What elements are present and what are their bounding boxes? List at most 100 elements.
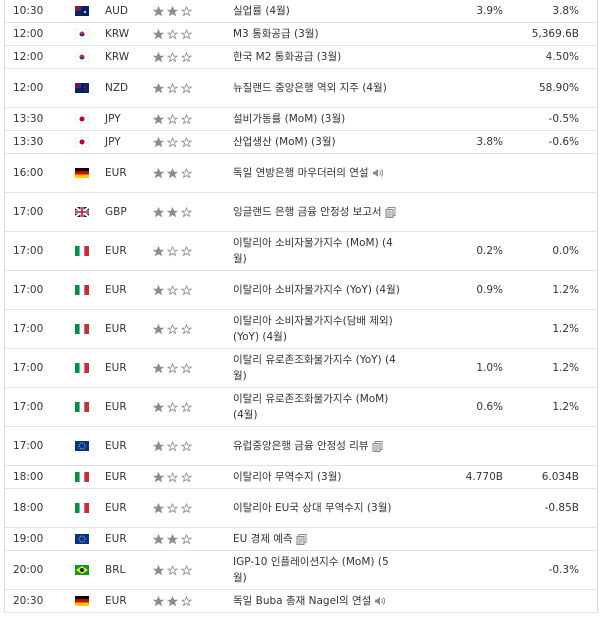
event-name: 한국 M2 통화공급 (3월) [229, 46, 401, 68]
time: 17:00 [13, 206, 44, 218]
event-text: 산업생산 (MoM) (3월) [233, 136, 336, 148]
importance-stars [147, 206, 229, 218]
event-row: 20:00 BRL IGP-10 인플레이션지수 (MoM) (5월) -0.3% [5, 551, 597, 590]
event-name: 이탈리 유로존조화물가지수 (YoY) (4월) [229, 349, 401, 387]
time: 10:30 [13, 5, 44, 17]
country-flag [63, 137, 101, 147]
currency: EUR [105, 471, 127, 483]
country-flag [63, 29, 101, 39]
country-flag [63, 114, 101, 124]
currency: BRL [105, 564, 126, 576]
country-flag [63, 207, 101, 217]
time: 17:00 [13, 245, 44, 257]
forecast: 3.8% [476, 136, 503, 148]
currency: EUR [105, 440, 127, 452]
event-name: M3 통화공급 (3월) [229, 23, 401, 45]
currency: EUR [105, 284, 127, 296]
event-row: 12:00 KRW M3 통화공급 (3월) 5,369.6B [5, 23, 597, 46]
country-flag [63, 285, 101, 295]
currency: KRW [105, 51, 130, 63]
country-flag [63, 596, 101, 606]
event-text: M3 통화공급 (3월) [233, 28, 319, 40]
event-row: 17:00 EUR 이탈리아 소비자물가지수(담배 제외) (YoY) (4월) 1.… [5, 310, 597, 349]
event-row: 17:00 EUR 이탈리 유로존조화물가지수 (MoM) (4월) 0.6% 1.2% [5, 388, 597, 427]
event-name: 설비가동률 (MoM) (3월) [229, 108, 401, 130]
importance-stars [147, 595, 229, 607]
currency: EUR [105, 401, 127, 413]
event-text: 설비가동률 (MoM) (3월) [233, 113, 346, 125]
currency: NZD [105, 82, 129, 94]
event-text: 유럽중앙은행 금융 안정성 리뷰 [233, 440, 369, 452]
currency: JPY [105, 136, 121, 148]
event-text: 독일 Buba 총재 Nagel의 연설 [233, 595, 372, 607]
currency: AUD [105, 5, 128, 17]
time: 17:00 [13, 362, 44, 374]
forecast: 0.9% [476, 284, 503, 296]
event-text: 이탈리아 EU국 상대 무역수지 (3월) [233, 502, 392, 514]
event-name: 이탈리아 소비자물가지수 (YoY) (4월) [229, 279, 401, 301]
event-name: EU 경제 예측 [229, 528, 401, 550]
currency: EUR [105, 595, 127, 607]
country-flag [63, 6, 101, 16]
importance-stars [147, 401, 229, 413]
importance-stars [147, 51, 229, 63]
country-flag [63, 402, 101, 412]
country-flag [63, 246, 101, 256]
event-name: 산업생산 (MoM) (3월) [229, 131, 401, 153]
event-name: 실업률 (4월) [229, 0, 401, 22]
previous: 4.50% [545, 51, 579, 63]
event-row: 10:30 AUD 실업률 (4월) 3.9% 3.8% [5, 0, 597, 23]
event-row: 12:00 KRW 한국 M2 통화공급 (3월) 4.50% [5, 46, 597, 69]
forecast: 1.0% [476, 362, 503, 374]
event-name: 독일 Buba 총재 Nagel의 연설 [229, 590, 401, 612]
currency: KRW [105, 28, 130, 40]
event-row: 17:00 EUR 이탈리아 소비자물가지수 (YoY) (4월) 0.9% 1.2% [5, 271, 597, 310]
event-name: IGP-10 인플레이션지수 (MoM) (5월) [229, 551, 401, 589]
currency: JPY [105, 113, 121, 125]
event-text: 뉴질랜드 중앙은행 역외 지주 (4월) [233, 82, 387, 94]
event-text: 이탈리 유로존조화물가지수 (MoM) (4월) [233, 393, 389, 421]
event-name: 이탈리 유로존조화물가지수 (MoM) (4월) [229, 388, 401, 426]
event-row: 17:00 EUR 이탈리아 소비자물가지수 (MoM) (4월) 0.2% 0.0% [5, 232, 597, 271]
time: 12:00 [13, 51, 44, 63]
event-name: 잉글랜드 은행 금융 안정성 보고서 [229, 201, 401, 223]
importance-stars [147, 82, 229, 94]
event-row: 20:30 EUR 독일 Buba 총재 Nagel의 연설 [5, 590, 597, 613]
event-name: 독일 연방은행 마우더러의 연설 [229, 162, 401, 184]
previous: 1.2% [552, 362, 579, 374]
previous: -0.5% [548, 113, 579, 125]
event-row: 19:00 EUR EU 경제 예측 [5, 528, 597, 551]
importance-stars [147, 5, 229, 17]
country-flag [63, 534, 101, 544]
country-flag [63, 503, 101, 513]
importance-stars [147, 440, 229, 452]
forecast: 4.770B [465, 471, 503, 483]
previous: 1.2% [552, 323, 579, 335]
event-text: 이탈리 유로존조화물가지수 (YoY) (4월) [233, 354, 396, 382]
time: 17:00 [13, 401, 44, 413]
event-text: 잉글랜드 은행 금융 안정성 보고서 [233, 206, 382, 218]
previous: 58.90% [538, 82, 579, 94]
time: 16:00 [13, 167, 44, 179]
previous: 1.2% [552, 401, 579, 413]
time: 12:00 [13, 28, 44, 40]
event-text: IGP-10 인플레이션지수 (MoM) (5월) [233, 556, 389, 584]
event-name: 뉴질랜드 중앙은행 역외 지주 (4월) [229, 77, 401, 99]
previous: -0.3% [548, 564, 579, 576]
importance-stars [147, 28, 229, 40]
time: 20:00 [13, 564, 44, 576]
event-name: 이탈리아 EU국 상대 무역수지 (3월) [229, 497, 401, 519]
importance-stars [147, 362, 229, 374]
currency: EUR [105, 533, 127, 545]
event-text: 실업률 (4월) [233, 5, 290, 17]
currency: EUR [105, 245, 127, 257]
previous: 6.034B [541, 471, 579, 483]
event-row: 16:00 EUR 독일 연방은행 마우더러의 연설 [5, 154, 597, 193]
importance-stars [147, 564, 229, 576]
event-text: 한국 M2 통화공급 (3월) [233, 51, 342, 63]
currency: EUR [105, 502, 127, 514]
country-flag [63, 363, 101, 373]
importance-stars [147, 502, 229, 514]
event-row: 13:30 JPY 산업생산 (MoM) (3월) 3.8% -0.6% [5, 131, 597, 154]
currency: EUR [105, 362, 127, 374]
